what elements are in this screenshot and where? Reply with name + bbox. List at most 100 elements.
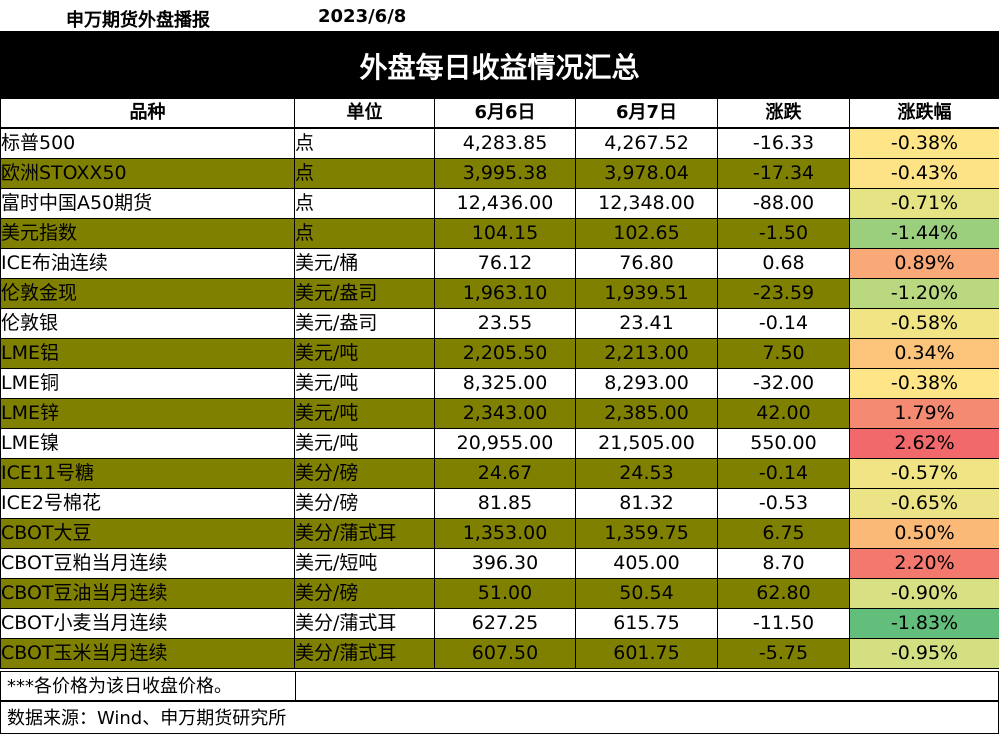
report-title: 申万期货外盘播报 [66,6,210,32]
change-pct-cell: 1.79% [850,399,999,429]
instrument-name: LME镍 [1,429,295,459]
col-header-name: 品种 [1,99,295,129]
table-banner: 外盘每日收益情况汇总 [0,33,999,98]
close-jun7-cell: 3,978.04 [576,159,718,189]
close-jun7-cell: 1,939.51 [576,279,718,309]
unit-cell: 美分/磅 [295,489,435,519]
instrument-name: CBOT大豆 [1,519,295,549]
close-jun7-cell: 76.80 [576,249,718,279]
change-cell: -32.00 [718,369,850,399]
close-jun7-cell: 23.41 [576,309,718,339]
change-pct-cell: 2.62% [850,429,999,459]
change-pct-cell: -1.20% [850,279,999,309]
instrument-name: 伦敦银 [1,309,295,339]
change-cell: 42.00 [718,399,850,429]
unit-cell: 点 [295,219,435,249]
instrument-name: 标普500 [1,128,295,159]
unit-cell: 美分/蒲式耳 [295,519,435,549]
instrument-name: ICE11号糖 [1,459,295,489]
change-pct-cell: 2.20% [850,549,999,579]
instrument-name: 伦敦金现 [1,279,295,309]
report-header: 申万期货外盘播报 2023/6/8 [0,0,999,33]
close-jun7-cell: 601.75 [576,639,718,669]
change-pct-cell: -0.38% [850,369,999,399]
change-cell: 7.50 [718,339,850,369]
unit-cell: 美分/磅 [295,459,435,489]
close-jun7-cell: 102.65 [576,219,718,249]
change-pct-cell: -1.44% [850,219,999,249]
change-pct-cell: -0.95% [850,639,999,669]
close-jun6-cell: 1,353.00 [435,519,576,549]
unit-cell: 美元/吨 [295,399,435,429]
footer-source-row: 数据来源：Wind、申万期货研究所 [0,701,999,734]
close-jun6-cell: 76.12 [435,249,576,279]
change-pct-cell: 0.50% [850,519,999,549]
footer-divider [295,671,296,701]
unit-cell: 美元/吨 [295,339,435,369]
close-jun7-cell: 4,267.52 [576,128,718,159]
unit-cell: 点 [295,159,435,189]
close-jun7-cell: 21,505.00 [576,429,718,459]
close-jun6-cell: 81.85 [435,489,576,519]
close-jun6-cell: 1,963.10 [435,279,576,309]
report-date: 2023/6/8 [318,6,406,27]
change-pct-cell: 0.34% [850,339,999,369]
change-cell: -1.50 [718,219,850,249]
close-jun7-cell: 81.32 [576,489,718,519]
close-jun6-cell: 396.30 [435,549,576,579]
change-cell: -16.33 [718,128,850,159]
close-jun6-cell: 12,436.00 [435,189,576,219]
unit-cell: 美元/盎司 [295,309,435,339]
change-cell: -11.50 [718,609,850,639]
instrument-name: LME铜 [1,369,295,399]
close-jun6-cell: 24.67 [435,459,576,489]
close-jun6-cell: 2,343.00 [435,399,576,429]
close-jun7-cell: 2,385.00 [576,399,718,429]
instrument-name: 富时中国A50期货 [1,189,295,219]
change-cell: -0.14 [718,459,850,489]
change-cell: -23.59 [718,279,850,309]
unit-cell: 美元/盎司 [295,279,435,309]
close-jun7-cell: 405.00 [576,549,718,579]
close-jun6-cell: 20,955.00 [435,429,576,459]
footer-note: ***各价格为该日收盘价格。 [7,676,232,697]
close-jun7-cell: 50.54 [576,579,718,609]
close-jun6-cell: 627.25 [435,609,576,639]
close-jun6-cell: 4,283.85 [435,128,576,159]
close-jun6-cell: 51.00 [435,579,576,609]
table-header-row: 品种 单位 6月6日 6月7日 涨跌 涨跌幅 [1,99,999,129]
close-jun7-cell: 2,213.00 [576,339,718,369]
unit-cell: 美元/吨 [295,369,435,399]
col-header-d2: 6月7日 [576,99,718,129]
close-jun7-cell: 12,348.00 [576,189,718,219]
unit-cell: 点 [295,189,435,219]
instrument-name: LME锌 [1,399,295,429]
instrument-name: CBOT小麦当月连续 [1,609,295,639]
instrument-name: ICE2号棉花 [1,489,295,519]
close-jun6-cell: 23.55 [435,309,576,339]
unit-cell: 美分/磅 [295,579,435,609]
change-pct-cell: -0.43% [850,159,999,189]
instrument-name: CBOT豆油当月连续 [1,579,295,609]
close-jun7-cell: 24.53 [576,459,718,489]
change-cell: 62.80 [718,579,850,609]
change-cell: -17.34 [718,159,850,189]
change-pct-cell: -0.90% [850,579,999,609]
change-cell: 6.75 [718,519,850,549]
close-jun6-cell: 3,995.38 [435,159,576,189]
change-pct-cell: -0.38% [850,128,999,159]
change-pct-cell: 0.89% [850,249,999,279]
